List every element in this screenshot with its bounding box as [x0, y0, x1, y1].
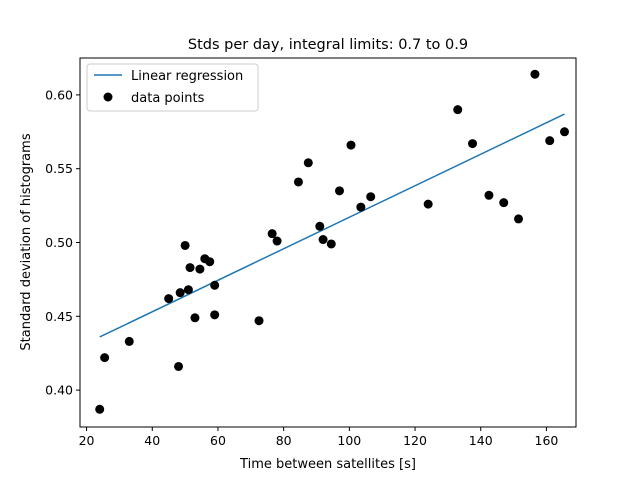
- data-point-33: [530, 69, 540, 79]
- data-point-35: [560, 127, 570, 137]
- data-point-4: [174, 361, 184, 371]
- points-layer: [95, 69, 570, 414]
- data-point-17: [272, 236, 282, 246]
- data-point-12: [205, 257, 215, 267]
- regression-layer: [99, 113, 565, 338]
- y-tick-label: 0.40: [45, 383, 73, 398]
- y-tick-label: 0.60: [45, 87, 73, 102]
- y-tick-label: 0.55: [45, 161, 73, 176]
- data-point-3: [164, 294, 174, 304]
- data-point-27: [423, 199, 433, 209]
- data-point-2: [124, 336, 134, 346]
- x-axis-label: Time between satellites [s]: [239, 457, 416, 472]
- legend-point-marker: [103, 92, 113, 102]
- data-point-6: [180, 240, 190, 250]
- data-point-31: [499, 198, 509, 208]
- data-point-21: [318, 235, 328, 245]
- data-point-28: [453, 105, 463, 115]
- data-point-5: [175, 288, 185, 298]
- y-axis: 0.40 0.45 0.50 0.55 0.60: [45, 87, 80, 398]
- data-point-30: [484, 190, 494, 200]
- legend: Linear regression data points: [86, 63, 259, 112]
- x-tick-label: 120: [403, 433, 427, 448]
- data-point-14: [210, 280, 220, 290]
- data-point-0: [95, 404, 105, 414]
- data-point-15: [254, 316, 264, 326]
- x-axis: 20 40 60 80 100 120 140 160: [79, 427, 559, 448]
- data-point-26: [366, 192, 376, 202]
- x-tick-label: 60: [210, 433, 226, 448]
- y-tick-label: 0.50: [45, 235, 73, 250]
- data-point-16: [267, 229, 277, 239]
- data-point-8: [185, 263, 195, 273]
- data-point-10: [195, 264, 205, 274]
- x-tick-label: 100: [337, 433, 361, 448]
- data-point-22: [326, 239, 336, 249]
- data-point-32: [514, 214, 524, 224]
- regression-line: [99, 113, 565, 338]
- data-point-9: [190, 313, 200, 323]
- data-point-7: [183, 285, 193, 295]
- legend-label-points: data points: [131, 91, 205, 106]
- plot-area: [79, 57, 577, 428]
- x-tick-label: 40: [144, 433, 160, 448]
- y-tick-label: 0.45: [45, 309, 73, 324]
- data-point-19: [303, 158, 313, 168]
- legend-box: [86, 63, 259, 112]
- data-point-29: [468, 139, 478, 149]
- x-tick-label: 80: [276, 433, 292, 448]
- data-point-20: [315, 221, 325, 231]
- data-point-13: [210, 310, 220, 320]
- chart-title: Stds per day, integral limits: 0.7 to 0.…: [188, 37, 468, 53]
- data-point-25: [356, 202, 366, 212]
- data-point-34: [545, 136, 555, 146]
- x-tick-label: 140: [469, 433, 493, 448]
- data-point-24: [346, 140, 356, 150]
- data-point-18: [293, 177, 303, 187]
- x-tick-label: 20: [79, 433, 95, 448]
- x-tick-label: 160: [535, 433, 559, 448]
- data-point-1: [100, 353, 110, 363]
- legend-label-regression: Linear regression: [131, 69, 243, 84]
- y-axis-label: Standard deviation of histograms: [19, 133, 34, 350]
- data-point-23: [334, 186, 344, 196]
